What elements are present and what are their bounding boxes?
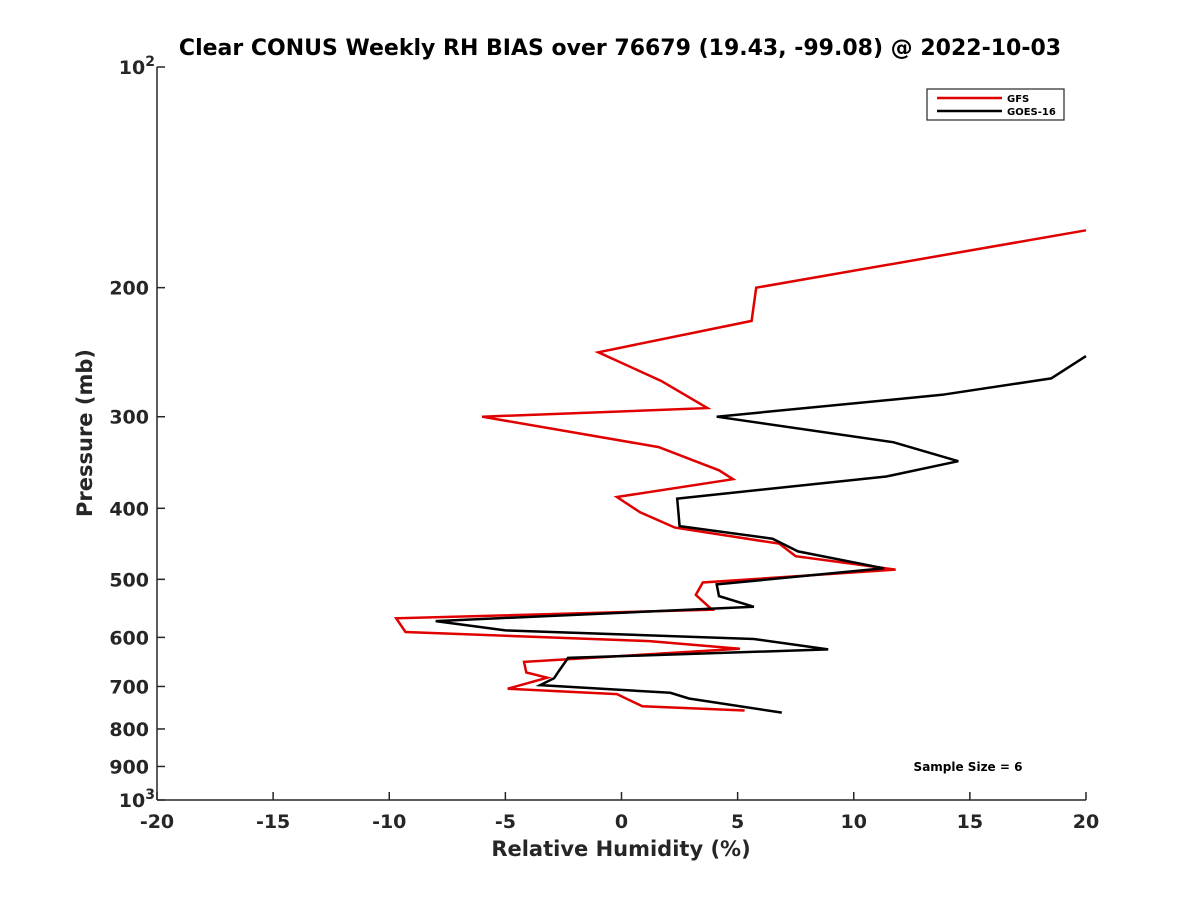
x-tick-label-1: -15 [256,811,290,833]
sample-size-annotation: Sample Size = 6 [914,760,1023,774]
legend-label-1: GOES-16 [1007,107,1056,118]
axes [156,66,1087,801]
legend-label-0: GFS [1007,94,1029,105]
y-tick-label-5: 600 [109,627,149,649]
series-lines [393,229,1087,714]
y-tick-label-0: 102 [119,54,155,79]
y-tick-label-6: 700 [109,676,149,698]
y-tick-label-8: 900 [109,756,149,778]
y-tick-label-9: 103 [119,787,155,812]
x-tick-label-7: 15 [957,811,983,833]
x-tick-label-0: -20 [140,811,174,833]
y-tick-label-4: 500 [109,569,149,591]
y-tick-label-1: 200 [109,278,149,300]
legend-box [926,88,1065,121]
x-tick-label-6: 10 [841,811,867,833]
y-tick-label-2: 300 [109,407,149,429]
y-axis-label: Pressure (mb) [73,349,97,517]
legend: GFS GOES-16 [926,88,1065,121]
y-tick-label-3: 400 [109,498,149,520]
x-tick-label-3: -5 [495,811,516,833]
x-tick-label-4: 0 [615,811,628,833]
x-tick-label-8: 20 [1073,811,1099,833]
y-tick-label-7: 800 [109,719,149,741]
chart-title: Clear CONUS Weekly RH BIAS over 76679 (1… [179,36,1061,61]
x-axis-label: Relative Humidity (%) [491,837,750,861]
x-tick-label-2: -10 [372,811,406,833]
tick-labels: -20 -15 -10 -5 0 5 10 15 20 102 200 300 400 500 600 700… [109,54,1099,833]
series-line-0 [393,229,1087,712]
x-tick-label-5: 5 [731,811,744,833]
series-line-1 [435,355,1087,714]
